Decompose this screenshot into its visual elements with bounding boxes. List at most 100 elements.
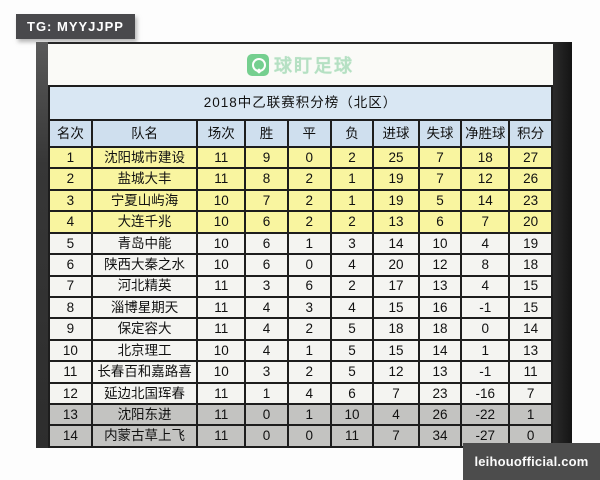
rank-cell: 8 [48, 295, 93, 320]
rank-cell: 4 [48, 210, 93, 234]
stat-cell-ga: 6 [417, 210, 463, 234]
stat-cell-pts: 23 [508, 188, 553, 213]
table-photo: 球盯足球 2018中乙联赛积分榜（北区） 名次 队名 场次胜平负进球 失球 净胜球 积分 … [36, 42, 572, 448]
stat-cell-gf: 14 [372, 231, 420, 256]
stat-cell-gd: 14 [460, 188, 511, 213]
stat-cell-loss: 2 [329, 145, 375, 170]
table-row-3: 3 宁夏山屿海 10 7 2 1 19 5 14 23 [48, 188, 553, 213]
stat-cell-gf: 20 [372, 253, 420, 277]
stat-cell-win: 4 [244, 317, 289, 341]
stat-cell-gd: 4 [460, 231, 511, 256]
stat-cell-draw: 2 [286, 317, 332, 341]
stat-cell-gf: 7 [372, 381, 420, 406]
stat-cell-win: 4 [244, 295, 289, 320]
stat-cell-loss: 5 [329, 317, 375, 341]
table-title: 2018中乙联赛积分榜（北区） [48, 85, 553, 121]
stat-cell-gf: 15 [372, 338, 420, 363]
table-row-8: 8 淄博星期天 11 4 3 4 15 16 -1 15 [48, 295, 553, 320]
stat-cell-ga: 16 [417, 295, 463, 320]
stat-cell-gd: 12 [460, 167, 511, 191]
stat-cell-gd: 0 [460, 317, 511, 341]
stat-cell-win: 8 [244, 167, 289, 191]
stat-cell-gf: 18 [372, 317, 420, 341]
team-cell: 保定容大 [90, 317, 199, 341]
stat-cell-win: 9 [244, 145, 289, 170]
table-row-7: 7 河北精英 11 3 6 2 17 13 4 15 [48, 274, 553, 298]
stat-cell-loss: 2 [329, 274, 375, 298]
rank-cell: 6 [48, 253, 93, 277]
stat-cell-gf: 25 [372, 145, 420, 170]
stat-cell-draw: 1 [286, 231, 332, 256]
stat-cell-draw: 6 [286, 274, 332, 298]
stat-cell-gd: 8 [460, 253, 511, 277]
stat-cell-win: 0 [244, 403, 289, 427]
rank-cell: 13 [48, 403, 93, 427]
stat-cell-win: 1 [244, 381, 289, 406]
stat-cell-played: 11 [196, 274, 247, 298]
stat-cell-pts: 0 [508, 424, 553, 448]
column-header-8: 净胜球 [460, 119, 511, 148]
stat-cell-draw: 2 [286, 188, 332, 213]
stat-cell-draw: 0 [286, 145, 332, 170]
stat-cell-win: 6 [244, 210, 289, 234]
stat-cell-draw: 0 [286, 253, 332, 277]
stat-cell-played: 11 [196, 167, 247, 191]
team-cell: 河北精英 [90, 274, 199, 298]
stat-cell-pts: 26 [508, 167, 553, 191]
stat-cell-gd: -16 [460, 381, 511, 406]
stat-cell-pts: 14 [508, 317, 553, 341]
stat-cell-played: 11 [196, 317, 247, 341]
stat-cell-draw: 4 [286, 381, 332, 406]
stat-cell-ga: 7 [417, 167, 463, 191]
column-header-3: 胜 [244, 119, 289, 148]
stat-cell-gf: 17 [372, 274, 420, 298]
table-header-row: 名次 队名 场次胜平负进球 失球 净胜球 积分 [48, 119, 553, 148]
stat-cell-win: 6 [244, 231, 289, 256]
table-row-9: 9 保定容大 11 4 2 5 18 18 0 14 [48, 317, 553, 341]
stat-cell-gd: -1 [460, 360, 511, 384]
stat-cell-gd: 1 [460, 338, 511, 363]
stat-cell-draw: 2 [286, 360, 332, 384]
stat-cell-loss: 3 [329, 231, 375, 256]
table-row-1: 1 沈阳城市建设 11 9 0 2 25 7 18 27 [48, 145, 553, 170]
stat-cell-ga: 23 [417, 381, 463, 406]
stat-cell-pts: 15 [508, 274, 553, 298]
stat-cell-played: 11 [196, 295, 247, 320]
stat-cell-loss: 11 [329, 424, 375, 448]
stat-cell-loss: 1 [329, 188, 375, 213]
rank-cell: 3 [48, 188, 93, 213]
stat-cell-gf: 19 [372, 188, 420, 213]
rank-cell: 1 [48, 145, 93, 170]
stat-cell-draw: 1 [286, 403, 332, 427]
rank-cell: 5 [48, 231, 93, 256]
team-cell: 大连千兆 [90, 210, 199, 234]
stat-cell-ga: 12 [417, 253, 463, 277]
rank-cell: 14 [48, 424, 93, 448]
stat-cell-gd: 7 [460, 210, 511, 234]
column-header-2: 场次 [196, 119, 247, 148]
table-row-14: 14 内蒙古草上飞 11 0 0 11 7 34 -27 0 [48, 424, 553, 448]
photo-right-edge [553, 42, 572, 448]
stat-cell-ga: 10 [417, 231, 463, 256]
stat-cell-draw: 0 [286, 424, 332, 448]
column-header-5: 负 [329, 119, 375, 148]
stat-cell-win: 3 [244, 360, 289, 384]
table-row-13: 13 沈阳东进 11 0 1 10 4 26 -22 1 [48, 403, 553, 427]
team-cell: 北京理工 [90, 338, 199, 363]
table-row-5: 5 青岛中能 10 6 1 3 14 10 4 19 [48, 231, 553, 256]
table-row-11: 11 长春百和嘉路喜 10 3 2 5 12 13 -1 11 [48, 360, 553, 384]
stat-cell-ga: 13 [417, 274, 463, 298]
table-row-6: 6 陕西大秦之水 10 6 0 4 20 12 8 18 [48, 253, 553, 277]
stat-cell-pts: 27 [508, 145, 553, 170]
rank-cell: 10 [48, 338, 93, 363]
team-cell: 内蒙古草上飞 [90, 424, 199, 448]
stat-cell-played: 10 [196, 231, 247, 256]
stat-cell-loss: 1 [329, 167, 375, 191]
rank-cell: 12 [48, 381, 93, 406]
stat-cell-played: 11 [196, 381, 247, 406]
stat-cell-gf: 7 [372, 424, 420, 448]
rank-cell: 7 [48, 274, 93, 298]
stat-cell-draw: 2 [286, 210, 332, 234]
stat-cell-loss: 4 [329, 295, 375, 320]
table-row-2: 2 盐城大丰 11 8 2 1 19 7 12 26 [48, 167, 553, 191]
